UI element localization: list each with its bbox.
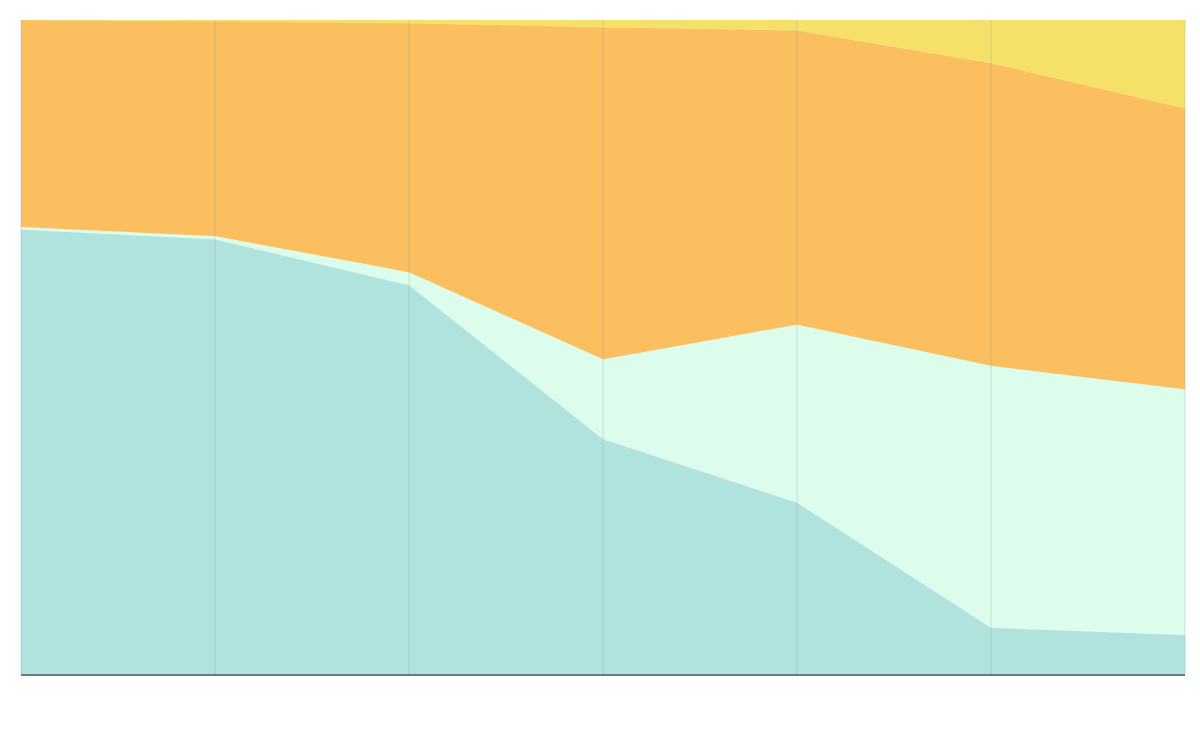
area-series-3	[21, 20, 1185, 390]
area-series-1	[21, 229, 1185, 675]
area-layers	[21, 20, 1185, 675]
vertical-gridlines	[20, 20, 1186, 675]
area-series-2	[21, 227, 1185, 635]
area-series-4	[21, 20, 1185, 109]
